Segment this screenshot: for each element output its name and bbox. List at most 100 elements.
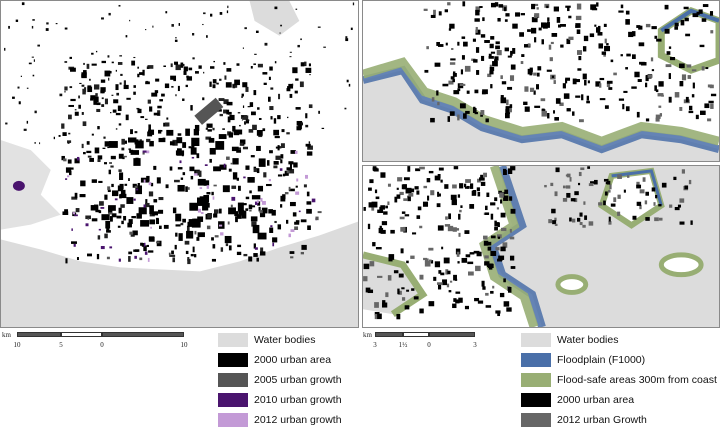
urban-block [369,261,375,267]
urban-block [476,251,482,257]
urban-block [442,279,448,286]
urban-block [495,41,500,45]
urban-block [226,68,232,72]
urban-block [464,183,467,188]
urban-block [447,270,451,275]
urban-block [4,47,6,51]
urban-block [259,212,266,218]
urban-block [595,27,601,33]
urban-block [79,194,86,198]
urban-block [100,245,105,250]
urban-block [480,110,485,115]
urban-block [490,51,496,54]
urban-block [104,194,108,200]
urban-block [79,82,82,84]
urban-block [233,129,243,135]
urban-block [406,260,409,264]
urban-block [194,254,197,258]
urban-block [457,194,461,198]
urban-block [438,167,444,171]
urban-block [449,111,455,116]
urban-block [108,169,111,175]
urban-block [168,252,171,256]
urban-block [565,185,571,189]
urban-block [308,145,310,149]
urban-block [444,224,451,227]
urban-block [245,196,250,200]
urban-block [62,211,69,215]
urban-block [268,76,271,81]
urban-block [475,265,481,272]
urban-block [104,70,111,77]
urban-block [280,143,285,148]
urban-block [639,189,645,194]
urban-growth-map-canvas [1,1,358,327]
urban-block [317,26,321,28]
urban-block [480,181,486,186]
urban-block [64,86,68,91]
urban-block [188,67,193,71]
urban-block [97,235,101,240]
urban-block [192,33,195,36]
urban-block [638,42,645,47]
urban-block [655,117,660,122]
urban-block [212,127,215,131]
urban-block [172,257,176,263]
urban-block [64,61,68,63]
urban-block [488,56,494,59]
urban-block [211,258,216,262]
urban-block [639,204,642,210]
urban-block [224,75,227,80]
urban-block [202,23,204,26]
urban-block [228,132,234,138]
urban-block [402,184,407,190]
urban-block [209,147,216,155]
urban-block [457,261,460,264]
urban-block [108,205,116,211]
urban-block [234,211,239,217]
urban-block [101,214,110,221]
urban-block [501,227,507,232]
urban-block [661,94,664,97]
urban-block [618,10,624,13]
urban-block [645,191,649,196]
urban-block [344,107,347,110]
urban-block [397,177,403,182]
urban-block [709,11,714,16]
urban-block [521,54,525,57]
urban-block [453,90,460,95]
urban-block [523,101,528,105]
urban-block [170,63,173,68]
urban-block [565,5,571,8]
urban-block [223,163,226,168]
urban-block [236,149,242,153]
urban-block [189,166,195,172]
urban-block [588,221,594,226]
urban-block [33,59,35,62]
urban-block [193,128,199,136]
urban-block [90,95,96,100]
urban-block [138,207,147,215]
urban-block [236,251,242,256]
legend-swatch [218,413,248,427]
urban-block [145,80,149,83]
urban-block [707,84,713,88]
urban-block [190,147,197,155]
urban-block [195,170,202,176]
urban-block [490,2,497,8]
urban-block [604,38,607,44]
urban-block [454,278,458,281]
urban-block [222,128,225,130]
urban-block [120,73,123,76]
urban-block [155,78,160,82]
urban-block [509,75,515,81]
urban-block [64,27,68,30]
urban-block [634,71,640,78]
urban-block [584,215,588,220]
urban-block [147,257,150,262]
urban-block [147,131,153,137]
urban-block [403,177,410,181]
urban-block [494,56,499,61]
urban-block [505,109,511,114]
urban-block [436,41,440,46]
